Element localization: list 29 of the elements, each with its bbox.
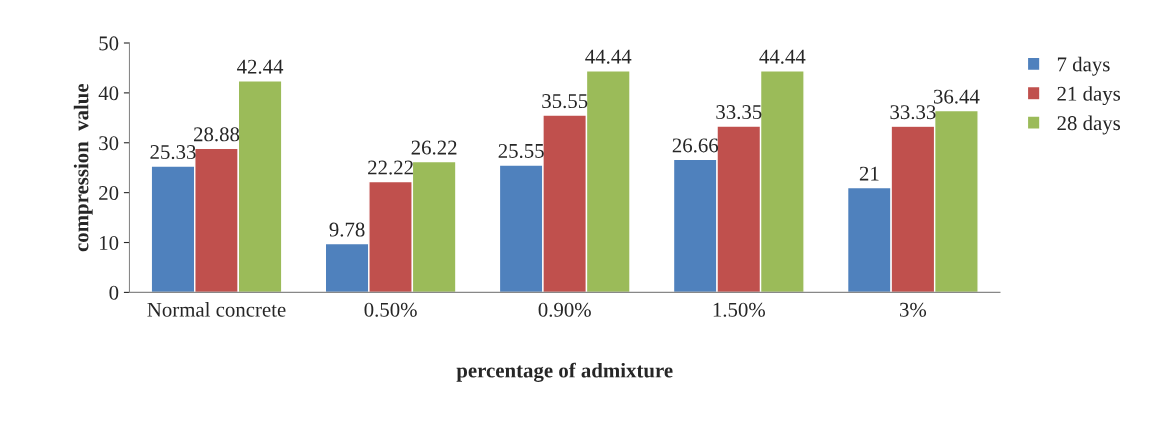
data-label: 9.78 xyxy=(329,222,365,237)
y-axis-title: compression value xyxy=(73,83,93,252)
data-label: 25.33 xyxy=(150,145,196,160)
y-tick-label: 20 xyxy=(99,186,119,201)
x-tick-label: 0.90% xyxy=(538,302,591,317)
y-tick-label: 30 xyxy=(99,136,119,151)
data-label: 21 xyxy=(859,166,879,181)
data-label: 22.22 xyxy=(368,160,413,175)
y-tick-label: 0 xyxy=(109,285,119,300)
data-label: 44.44 xyxy=(759,49,806,64)
x-tick-label: 1.50% xyxy=(713,302,765,317)
data-label: 42.44 xyxy=(237,59,284,74)
data-label: 25.55 xyxy=(498,143,544,159)
x-tick-label: 3% xyxy=(900,302,927,317)
data-label: 28.88 xyxy=(194,127,240,142)
x-axis-title: percentage of admixture xyxy=(456,362,673,382)
legend-label: 21 days xyxy=(1057,86,1121,106)
data-label: 33.33 xyxy=(890,105,936,120)
data-label: 36.44 xyxy=(933,89,980,104)
legend-label: 7 days xyxy=(1057,56,1110,76)
data-label: 26.22 xyxy=(411,140,457,155)
y-tick-label: 40 xyxy=(98,86,119,101)
data-label: 26.66 xyxy=(672,138,719,153)
y-tick-label: 10 xyxy=(100,235,119,250)
x-tick-label: 0.50% xyxy=(364,302,417,317)
data-label: 44.44 xyxy=(585,49,632,64)
legend-label: 28 days xyxy=(1057,115,1121,135)
x-tick-label: Normal concrete xyxy=(147,302,286,317)
y-tick-label: 50 xyxy=(99,36,119,51)
